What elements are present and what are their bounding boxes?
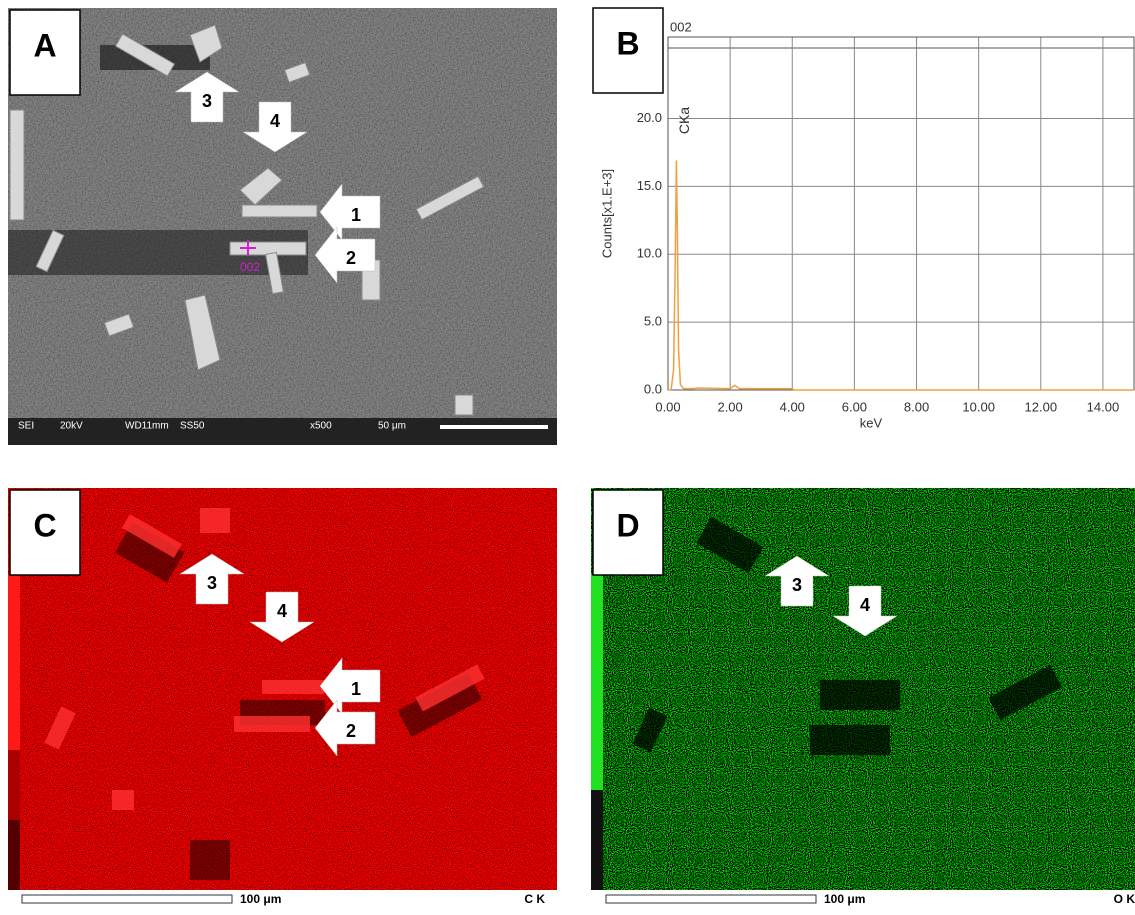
- panel-label: A: [33, 27, 56, 63]
- spectrum-line: [668, 161, 1134, 390]
- arrow-label: 1: [351, 205, 361, 225]
- x-tick-label: 12.00: [1025, 399, 1058, 414]
- peak-annotation: CKa: [676, 107, 692, 134]
- y-tick-label: 0.0: [644, 381, 662, 396]
- arrow-label: 2: [346, 721, 356, 741]
- arrow-label: 4: [277, 601, 287, 621]
- scale-label: 100 μm: [240, 892, 281, 906]
- y-tick-label: 5.0: [644, 314, 662, 329]
- x-tick-label: 0.00: [655, 399, 680, 414]
- info-text: 50 μm: [378, 421, 406, 432]
- info-text: WD11mm: [125, 421, 169, 432]
- chart-title: 002: [670, 19, 692, 34]
- x-tick-label: 10.00: [962, 399, 995, 414]
- panel-label: D: [616, 507, 639, 543]
- x-tick-label: 4.00: [780, 399, 805, 414]
- scale-bar: [22, 895, 232, 903]
- panel-label: C: [33, 507, 56, 543]
- arrow-label: 2: [346, 248, 356, 268]
- x-tick-label: 6.00: [842, 399, 867, 414]
- scale-bar: [606, 895, 816, 903]
- sem-image: [8, 8, 557, 418]
- arrow-label: 4: [860, 595, 870, 615]
- info-bar: [8, 418, 557, 445]
- arrow-label: 3: [207, 573, 217, 593]
- arrow-label: 4: [270, 111, 280, 131]
- ok-map: [591, 488, 1135, 890]
- arrow-label: 3: [202, 91, 212, 111]
- x-axis-label: keV: [860, 415, 883, 430]
- info-text: SS50: [180, 421, 205, 432]
- element-label: C K: [524, 892, 545, 906]
- y-axis-label: Counts[x1.E+3]: [599, 169, 614, 258]
- info-text: 20kV: [60, 421, 83, 432]
- point-label: 002: [240, 260, 260, 274]
- x-tick-label: 14.00: [1087, 399, 1120, 414]
- arrow-label: 3: [792, 575, 802, 595]
- panel-label: B: [616, 25, 639, 61]
- x-tick-label: 2.00: [717, 399, 742, 414]
- y-tick-label: 20.0: [637, 110, 662, 125]
- scale-label: 100 μm: [824, 892, 865, 906]
- figure: 002 SEI 20kV WD11mm SS50 x500 50 μm 100 μm C …: [0, 0, 1135, 910]
- x-tick-label: 8.00: [904, 399, 929, 414]
- y-tick-label: 15.0: [637, 178, 662, 193]
- ck-map: [8, 488, 557, 890]
- plot-frame: [668, 37, 1134, 390]
- info-text: SEI: [18, 421, 34, 432]
- y-tick-label: 10.0: [637, 246, 662, 261]
- spectrum-chart: 002 0.0 5.0 10.0 15.0 20.0 0.00 2.00 4.00 6.00 8.0…: [599, 19, 1134, 430]
- info-text: x500: [310, 421, 332, 432]
- element-label: O K: [1114, 892, 1135, 906]
- arrow-label: 1: [351, 679, 361, 699]
